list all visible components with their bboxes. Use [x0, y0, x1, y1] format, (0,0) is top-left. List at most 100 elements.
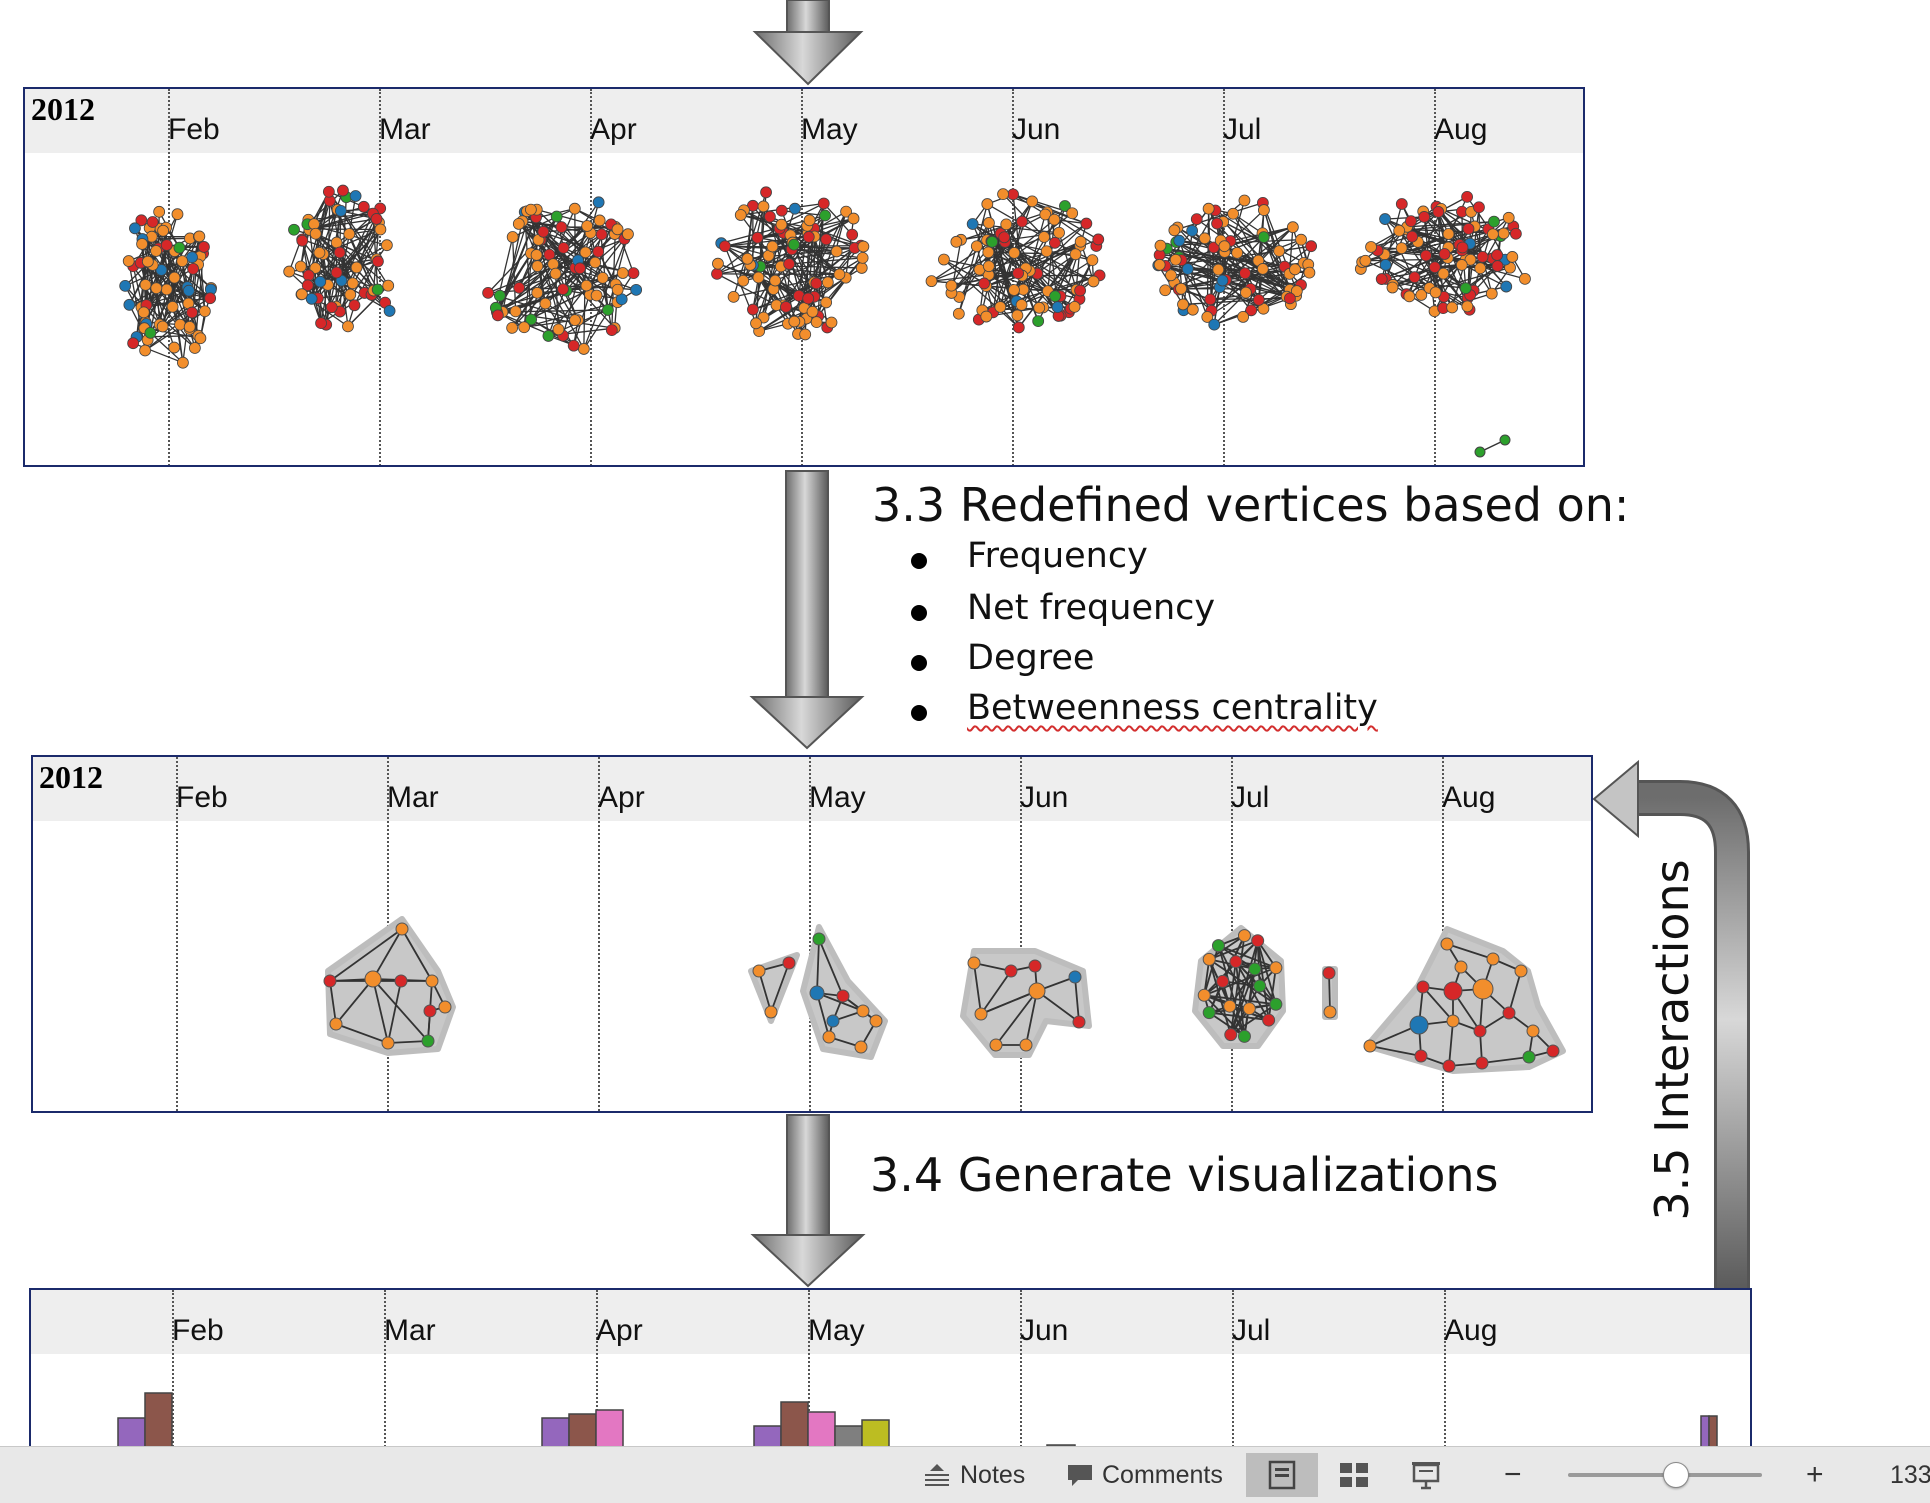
- network-node[interactable]: [789, 203, 800, 214]
- cluster-node[interactable]: [1254, 980, 1266, 992]
- network-node[interactable]: [821, 297, 832, 308]
- network-node[interactable]: [1016, 299, 1027, 310]
- cluster-node[interactable]: [1410, 1016, 1428, 1034]
- network-node[interactable]: [519, 322, 530, 333]
- network-node[interactable]: [594, 215, 605, 226]
- cluster-node[interactable]: [1443, 1060, 1455, 1072]
- network-node[interactable]: [807, 306, 818, 317]
- network-node[interactable]: [189, 342, 200, 353]
- network-node[interactable]: [1457, 242, 1468, 253]
- network-node[interactable]: [551, 211, 562, 222]
- network-node[interactable]: [1238, 311, 1249, 322]
- network-node[interactable]: [296, 289, 307, 300]
- network-node[interactable]: [979, 278, 990, 289]
- network-node[interactable]: [847, 229, 858, 240]
- cluster-node[interactable]: [1243, 1003, 1255, 1015]
- network-node[interactable]: [606, 325, 617, 336]
- network-node[interactable]: [120, 280, 131, 291]
- network-node[interactable]: [289, 224, 300, 235]
- network-node[interactable]: [556, 222, 567, 233]
- network-node[interactable]: [184, 321, 195, 332]
- network-node[interactable]: [147, 217, 158, 228]
- cluster-node[interactable]: [1238, 1030, 1250, 1042]
- network-node[interactable]: [1287, 222, 1298, 233]
- network-node[interactable]: [531, 249, 542, 260]
- network-node[interactable]: [174, 242, 185, 253]
- network-node[interactable]: [1165, 270, 1176, 281]
- network-node[interactable]: [553, 324, 564, 335]
- cluster-node[interactable]: [1073, 1016, 1085, 1028]
- bar[interactable]: [835, 1426, 862, 1448]
- network-node[interactable]: [1154, 259, 1165, 270]
- network-node[interactable]: [342, 321, 353, 332]
- network-node[interactable]: [1170, 254, 1181, 265]
- network-node[interactable]: [1407, 231, 1418, 242]
- network-node[interactable]: [631, 284, 642, 295]
- network-node[interactable]: [1013, 322, 1024, 333]
- network-node[interactable]: [337, 185, 348, 196]
- network-node[interactable]: [372, 256, 383, 267]
- network-node[interactable]: [581, 280, 592, 291]
- network-node[interactable]: [1360, 255, 1371, 266]
- normal-view-button[interactable]: [1246, 1453, 1318, 1497]
- network-node[interactable]: [752, 232, 763, 243]
- network-node[interactable]: [826, 317, 837, 328]
- network-node[interactable]: [1087, 255, 1098, 266]
- network-node[interactable]: [154, 206, 165, 217]
- network-node[interactable]: [1507, 251, 1518, 262]
- network-node[interactable]: [1420, 250, 1431, 261]
- network-node[interactable]: [569, 315, 580, 326]
- network-node[interactable]: [161, 284, 172, 295]
- cluster-node[interactable]: [1005, 965, 1017, 977]
- network-node[interactable]: [1081, 218, 1092, 229]
- network-node[interactable]: [381, 240, 392, 251]
- network-node[interactable]: [297, 235, 308, 246]
- cluster-node[interactable]: [855, 1041, 867, 1053]
- cluster-node[interactable]: [1263, 1014, 1275, 1026]
- network-node[interactable]: [983, 217, 994, 228]
- network-node[interactable]: [742, 253, 753, 264]
- network-node[interactable]: [1405, 216, 1416, 227]
- network-node[interactable]: [483, 287, 494, 298]
- cluster-node[interactable]: [365, 971, 381, 987]
- network-node[interactable]: [358, 201, 369, 212]
- network-node[interactable]: [1240, 268, 1251, 279]
- network-node[interactable]: [1501, 281, 1512, 292]
- network-node[interactable]: [1001, 219, 1012, 230]
- network-node[interactable]: [1009, 247, 1020, 258]
- cluster-node[interactable]: [1225, 1029, 1237, 1041]
- network-node[interactable]: [172, 209, 183, 220]
- network-node[interactable]: [1199, 233, 1210, 244]
- network-node[interactable]: [1253, 294, 1264, 305]
- network-node[interactable]: [803, 293, 814, 304]
- cluster-node[interactable]: [1473, 979, 1493, 999]
- cluster-node[interactable]: [813, 933, 825, 945]
- bar-group-aug[interactable]: [1701, 1416, 1717, 1448]
- network-node[interactable]: [971, 241, 982, 252]
- cluster-node[interactable]: [1523, 1051, 1535, 1063]
- network-node[interactable]: [602, 304, 613, 315]
- cluster-node[interactable]: [1515, 965, 1527, 977]
- network-node[interactable]: [183, 285, 194, 296]
- network-node[interactable]: [384, 305, 395, 316]
- network-node[interactable]: [1239, 195, 1250, 206]
- network-node[interactable]: [987, 236, 998, 247]
- network-node[interactable]: [1396, 243, 1407, 254]
- network-node[interactable]: [1498, 228, 1509, 239]
- bar[interactable]: [781, 1402, 808, 1448]
- network-node[interactable]: [1447, 302, 1458, 313]
- network-node[interactable]: [1492, 250, 1503, 261]
- zoom-slider-handle[interactable]: [1663, 1462, 1689, 1488]
- network-node[interactable]: [569, 203, 580, 214]
- cluster-node[interactable]: [1203, 953, 1215, 965]
- network-node[interactable]: [967, 218, 978, 229]
- cluster-node[interactable]: [990, 1039, 1002, 1051]
- network-node[interactable]: [1475, 447, 1485, 457]
- network-node[interactable]: [198, 241, 209, 252]
- network-node[interactable]: [999, 232, 1010, 243]
- network-graph-clusters[interactable]: [33, 821, 1591, 1111]
- network-node[interactable]: [938, 254, 949, 265]
- cluster-node[interactable]: [765, 1006, 777, 1018]
- network-node[interactable]: [953, 308, 964, 319]
- network-node[interactable]: [1187, 225, 1198, 236]
